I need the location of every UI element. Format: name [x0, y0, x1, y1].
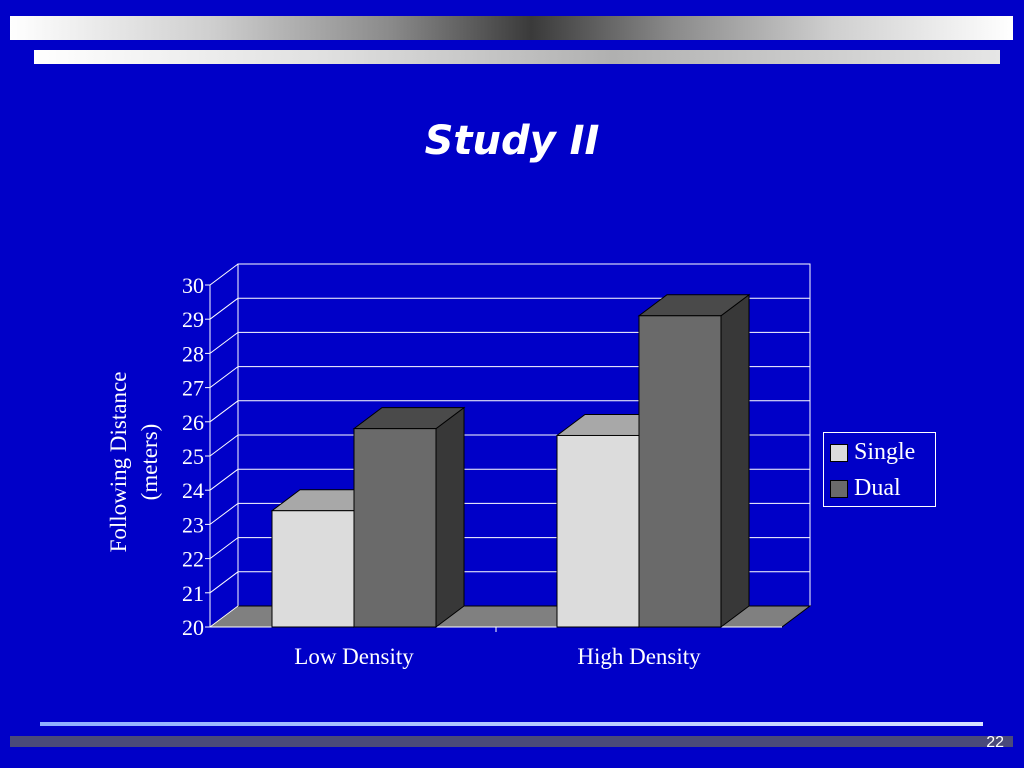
bar-dual-low-density — [353, 428, 437, 628]
legend-item-dual: Dual — [830, 475, 901, 502]
slide-title: Study II — [424, 118, 600, 164]
gridline-side — [209, 400, 239, 423]
bar-single-low-density — [271, 510, 355, 628]
header-gradient-bar-secondary — [34, 50, 1000, 64]
legend-label-single: Single — [854, 439, 916, 465]
y-axis-title-line1: Following Distance — [106, 372, 131, 553]
bar-dual-high-density — [638, 315, 722, 628]
x-category-label: High Density — [577, 644, 701, 669]
bar-dual-low-density-side — [435, 406, 465, 628]
y-tick-label: 30 — [182, 273, 204, 298]
gridline-side — [209, 297, 239, 320]
y-tick-label: 20 — [182, 615, 204, 640]
y-tick-label: 28 — [182, 341, 204, 366]
y-axis-title-line2: (meters) — [137, 424, 162, 501]
bar-single-high-density — [556, 434, 640, 628]
legend-swatch-single — [830, 443, 848, 462]
gridline-side — [209, 605, 239, 628]
y-tick-label: 21 — [182, 581, 204, 606]
x-category-label: Low Density — [294, 644, 414, 669]
gridline-side — [209, 331, 239, 354]
footer-bar — [10, 736, 1013, 747]
y-tick-label: 27 — [182, 376, 204, 401]
y-tick-label: 29 — [182, 307, 204, 332]
gridline-side — [209, 537, 239, 559]
legend-label-dual: Dual — [854, 475, 901, 501]
y-tick-label: 25 — [182, 444, 204, 469]
chart-legend: Single Dual — [823, 432, 936, 507]
bar-dual-high-density-side — [720, 293, 750, 628]
footer-line — [40, 722, 983, 726]
legend-item-single: Single — [830, 439, 915, 466]
gridline-side — [209, 571, 239, 594]
legend-swatch-dual — [830, 479, 848, 498]
gridline-side — [209, 502, 239, 525]
gridline-side — [209, 366, 239, 389]
y-tick-label: 24 — [182, 478, 204, 503]
gridline-side — [209, 434, 239, 457]
header-gradient-bar — [10, 16, 1013, 40]
y-tick-label: 22 — [182, 547, 204, 572]
y-tick-label: 26 — [182, 410, 204, 435]
gridline-side — [209, 468, 239, 491]
gridline-side — [209, 263, 239, 286]
y-tick-label: 23 — [182, 512, 204, 537]
page-number: 22 — [986, 734, 1004, 751]
